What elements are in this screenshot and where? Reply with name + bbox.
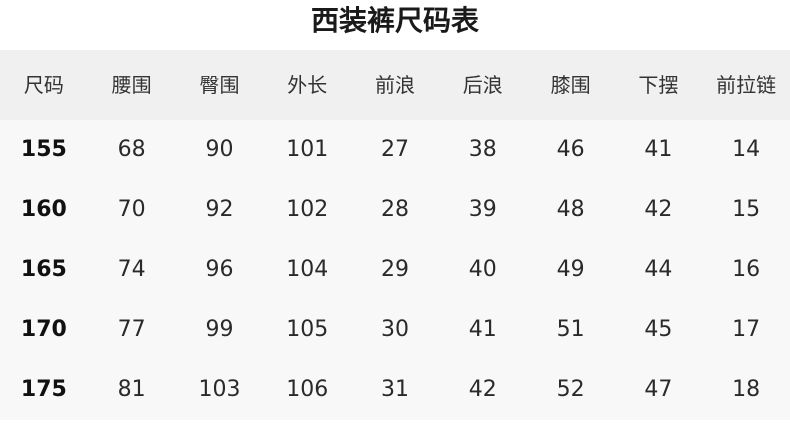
- table-cell: 101: [286, 137, 329, 162]
- table-cell: 16: [732, 257, 761, 282]
- table-cell: 44: [644, 257, 673, 282]
- table-row: 175 81 103 106 31 42 52 47 18: [0, 360, 790, 420]
- table-cell: 70: [117, 197, 146, 222]
- table-cell: 17: [732, 317, 761, 342]
- table-header: 尺码 腰围 臀围 外长 前浪 后浪 膝围 下摆 前拉链: [0, 50, 790, 120]
- table-cell: 68: [117, 137, 146, 162]
- table-cell: 46: [556, 137, 585, 162]
- table-cell: 51: [556, 317, 585, 342]
- table-cell: 42: [644, 197, 673, 222]
- table-cell: 74: [117, 257, 146, 282]
- size-cell: 155: [20, 137, 67, 162]
- table-cell: 102: [286, 197, 329, 222]
- column-header: 腰围: [111, 73, 152, 97]
- size-cell: 160: [20, 197, 67, 222]
- table-cell: 30: [381, 317, 410, 342]
- column-header: 后浪: [462, 73, 503, 97]
- table-cell: 27: [381, 137, 410, 162]
- table-cell: 28: [381, 197, 410, 222]
- table-cell: 96: [205, 257, 234, 282]
- table-row: 155 68 90 101 27 38 46 41 14: [0, 120, 790, 180]
- table-cell: 90: [205, 137, 234, 162]
- size-cell: 170: [20, 317, 67, 342]
- table-cell: 41: [468, 317, 497, 342]
- page-title: 西装裤尺码表: [310, 4, 479, 37]
- table-cell: 105: [286, 317, 329, 342]
- table-row: 160 70 92 102 28 39 48 42 15: [0, 180, 790, 240]
- table-cell: 77: [117, 317, 146, 342]
- column-header: 膝围: [550, 73, 591, 97]
- size-cell: 165: [20, 257, 67, 282]
- table-cell: 40: [468, 257, 497, 282]
- table-cell: 31: [381, 377, 410, 402]
- column-header: 下摆: [638, 73, 679, 97]
- table-cell: 38: [468, 137, 497, 162]
- table-cell: 47: [644, 377, 673, 402]
- table-cell: 39: [468, 197, 497, 222]
- table-cell: 18: [732, 377, 761, 402]
- size-cell: 175: [20, 377, 67, 402]
- column-header: 尺码: [23, 73, 64, 97]
- table-cell: 104: [286, 257, 329, 282]
- table-cell: 48: [556, 197, 585, 222]
- table-cell: 45: [644, 317, 673, 342]
- column-header: 前拉链: [716, 73, 777, 97]
- table-cell: 99: [205, 317, 234, 342]
- table-cell: 52: [556, 377, 585, 402]
- table-cell: 106: [286, 377, 329, 402]
- table-cell: 49: [556, 257, 585, 282]
- table-cell: 41: [644, 137, 673, 162]
- column-header: 臀围: [199, 73, 240, 97]
- table-cell: 103: [198, 377, 241, 402]
- table-row: 170 77 99 105 30 41 51 45 17: [0, 300, 790, 360]
- table-cell: 14: [732, 137, 761, 162]
- table-cell: 81: [117, 377, 146, 402]
- table-body: 155 68 90 101 27 38 46 41 14 160 70 92 102 28 39 48 42 15…: [0, 120, 790, 420]
- table-cell: 29: [381, 257, 410, 282]
- table-cell: 15: [732, 197, 761, 222]
- table-cell: 42: [468, 377, 497, 402]
- table-row: 165 74 96 104 29 40 49 44 16: [0, 240, 790, 300]
- column-header: 外长: [287, 73, 328, 97]
- column-header: 前浪: [375, 73, 416, 97]
- table-cell: 92: [205, 197, 234, 222]
